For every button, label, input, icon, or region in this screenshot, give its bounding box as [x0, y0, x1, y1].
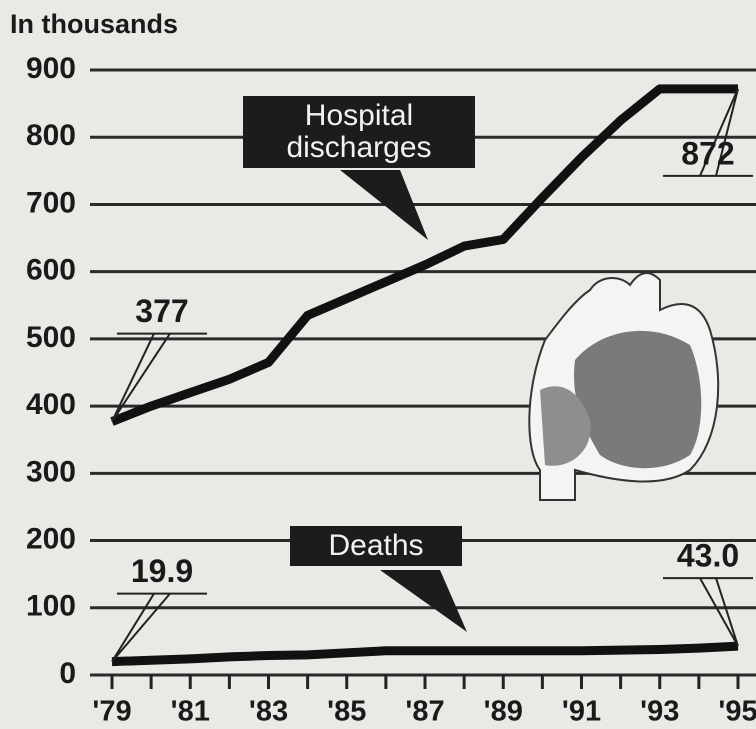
callout-pointer: [380, 570, 467, 632]
y-axis-label: In thousands: [10, 9, 178, 39]
x-tick-label: '85: [327, 696, 366, 728]
value-label: 377: [135, 293, 188, 329]
label-leader: [663, 578, 753, 646]
series-callout: Hospital discharges: [243, 96, 475, 168]
y-tick-label: 800: [26, 119, 76, 152]
value-label: 19.9: [131, 553, 193, 589]
x-tick-label: '87: [405, 696, 444, 728]
value-label: 872: [681, 135, 734, 171]
y-tick-label: 200: [26, 522, 76, 555]
x-tick-label: '89: [484, 696, 523, 728]
y-tick-label: 500: [26, 321, 76, 354]
y-tick-label: 400: [26, 388, 76, 421]
heart-illustration: [529, 273, 718, 500]
y-tick-label: 700: [26, 186, 76, 219]
label-leader: [112, 334, 207, 422]
series-callout: Deaths: [290, 526, 462, 566]
y-tick-label: 300: [26, 455, 76, 488]
x-tick-label: '95: [718, 696, 756, 728]
page: In thousands 0 100 200 300 400 500 600 700 800 90…: [0, 0, 756, 729]
x-tick-label: '91: [562, 696, 601, 728]
label-leader: [112, 594, 207, 662]
x-tick-label: '81: [171, 696, 210, 728]
y-tick-label: 0: [59, 657, 76, 690]
x-tick-label: '93: [640, 696, 679, 728]
y-tick-label: 100: [26, 590, 76, 623]
y-tick-label: 900: [26, 52, 76, 85]
y-tick-label: 600: [26, 254, 76, 287]
x-tick-label: '79: [92, 696, 131, 728]
series-line: [112, 646, 738, 662]
value-label: 43.0: [677, 538, 739, 574]
x-tick-label: '83: [249, 696, 288, 728]
